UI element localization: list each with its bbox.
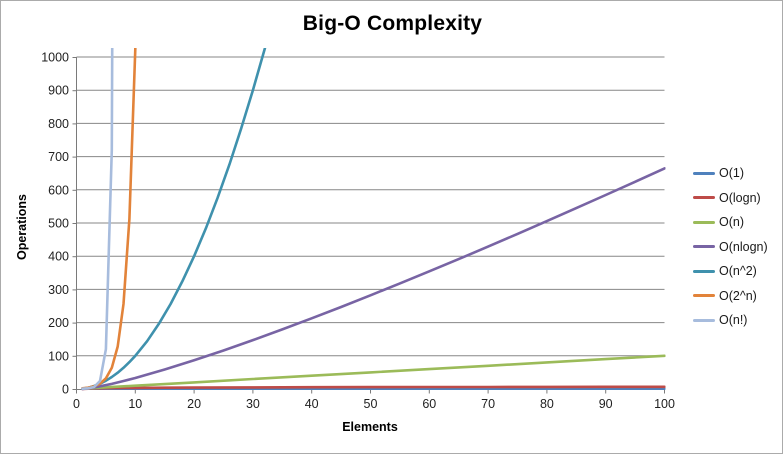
y-tick-label: 600	[48, 183, 69, 197]
legend-item: O(1)	[693, 161, 782, 186]
chart-title: Big-O Complexity	[302, 12, 483, 35]
legend-item: O(n!)	[693, 308, 782, 333]
legend-swatch	[693, 196, 715, 200]
y-tick-label: 700	[48, 150, 69, 164]
legend-item-label: O(nlogn)	[719, 239, 768, 254]
legend: O(1) O(logn) O(n) O(nlogn) O(n^2) O(2^n) O(n!)	[693, 161, 782, 333]
series-lines	[81, 48, 666, 391]
x-tick-label: 30	[246, 397, 260, 411]
x-tick-label: 100	[654, 397, 675, 411]
x-tick-label: 50	[364, 397, 378, 411]
legend-item-label: O(2^n)	[719, 288, 757, 303]
x-tick-label: 80	[540, 397, 554, 411]
x-tick-label: 70	[481, 397, 495, 411]
x-tick-label: 60	[422, 397, 436, 411]
gridlines	[76, 56, 665, 357]
x-axis-title: Elements	[342, 420, 398, 434]
legend-item-label: O(n^2)	[719, 264, 757, 278]
legend-item: O(n^2)	[693, 259, 782, 284]
x-tick-label: 90	[599, 397, 613, 411]
y-tick-label: 0	[62, 383, 69, 397]
x-tick-label: 10	[128, 397, 142, 411]
y-tick-label: 400	[48, 250, 69, 264]
legend-item-label: O(logn)	[719, 190, 761, 205]
series-line	[81, 167, 666, 391]
y-tick-label: 200	[48, 316, 69, 330]
legend-item-label: O(n)	[719, 215, 744, 229]
series-line	[81, 354, 666, 390]
legend-item: O(n)	[693, 210, 782, 235]
y-tick-label: 900	[48, 84, 69, 98]
legend-swatch	[693, 220, 715, 224]
legend-item: O(logn)	[693, 186, 782, 211]
y-tick-label: 100	[48, 349, 69, 363]
x-tick-label: 40	[305, 397, 319, 411]
x-tick-label: 0	[73, 397, 80, 411]
axes	[72, 57, 665, 394]
tick-labels: 0 100 200 300 400 500 600 700 800 900 1000 0 10 20 30 4…	[41, 51, 675, 412]
legend-swatch	[693, 245, 715, 249]
series-line	[81, 48, 114, 390]
legend-item: O(nlogn)	[693, 235, 782, 260]
y-tick-label: 300	[48, 283, 69, 297]
legend-item-label: O(n!)	[719, 313, 748, 327]
x-tick-label: 20	[187, 397, 201, 411]
y-tick-label: 800	[48, 117, 69, 131]
y-tick-label: 1000	[41, 51, 69, 65]
legend-swatch	[693, 269, 715, 273]
legend-item-label: O(1)	[719, 166, 744, 180]
legend-item: O(2^n)	[693, 284, 782, 309]
legend-swatch	[693, 294, 715, 298]
legend-swatch	[693, 318, 715, 322]
y-tick-label: 500	[48, 217, 69, 231]
legend-swatch	[693, 171, 715, 175]
